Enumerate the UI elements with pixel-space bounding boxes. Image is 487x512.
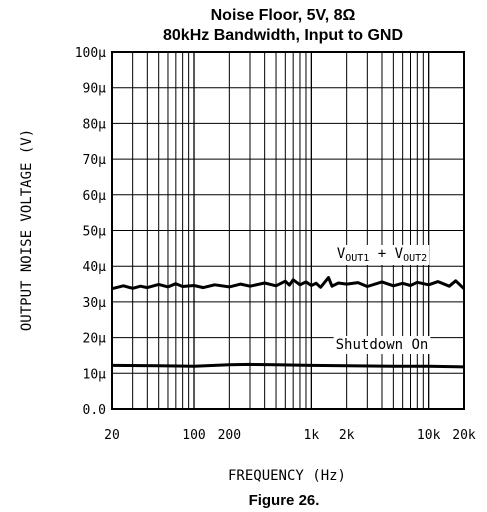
annotations: VOUT1 + VOUT2 Shutdown On: [333, 244, 431, 355]
annotation-background: [334, 244, 430, 265]
y-tick-label: 60µ: [83, 189, 107, 204]
x-tick-label: 200: [218, 428, 241, 443]
figure-caption: Figure 26.: [249, 492, 320, 509]
grid: [112, 52, 464, 409]
x-tick-label: 10k: [417, 428, 441, 443]
annotation-background: [333, 336, 431, 355]
y-tick-label: 10µ: [83, 367, 107, 382]
y-axis-label: OUTPUT NOISE VOLTAGE (V): [19, 129, 35, 331]
y-tick-label: 30µ: [83, 296, 107, 311]
series-lines: [111, 276, 466, 369]
x-tick-label: 20: [104, 428, 120, 443]
x-tick-label: 20k: [452, 428, 476, 443]
y-tick-label: 100µ: [75, 46, 106, 61]
plot-frame: [111, 51, 465, 410]
y-tick-label: 90µ: [83, 82, 107, 97]
x-tick-label: 100: [182, 428, 205, 443]
series-vout1-plus-vout2-line: [111, 276, 466, 291]
y-tick-label: 80µ: [83, 117, 107, 132]
y-tick-label: 20µ: [83, 332, 107, 347]
y-tick-label: 70µ: [83, 153, 107, 168]
x-tick-labels: 20 100 200 1k 2k 10k 20k: [104, 428, 476, 443]
y-tick-label: 40µ: [83, 260, 107, 275]
x-tick-label: 2k: [339, 428, 355, 443]
chart-title-line-2: 80kHz Bandwidth, Input to GND: [163, 27, 403, 44]
x-tick-label: 1k: [304, 428, 320, 443]
y-tick-label: 50µ: [83, 225, 107, 240]
annotation-vout-sum: VOUT1 + VOUT2: [337, 246, 427, 264]
series-shutdown-on-line: [111, 362, 465, 369]
y-tick-label: 0.0: [83, 403, 106, 418]
x-axis-label: FREQUENCY (Hz): [228, 468, 346, 484]
annotation-shutdown-on: Shutdown On: [336, 337, 429, 353]
y-tick-labels: 0.0 10µ 20µ 30µ 40µ 50µ 60µ 70µ 80µ 90µ 100µ: [75, 46, 106, 418]
chart-title-line-1: Noise Floor, 5V, 8Ω: [211, 7, 356, 24]
